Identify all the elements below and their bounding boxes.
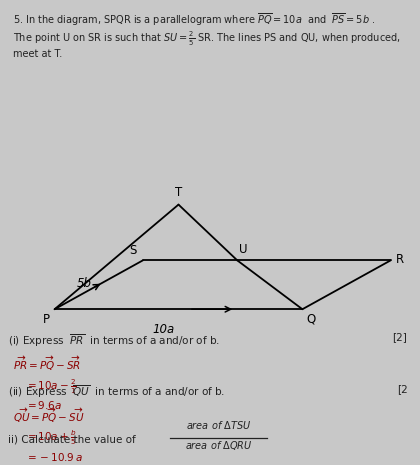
Text: 5. In the diagram, SPQR is a parallelogram where $\overline{PQ} = 10a$  and  $\o: 5. In the diagram, SPQR is a parallelogr… <box>13 12 375 28</box>
Text: meet at T.: meet at T. <box>13 49 62 59</box>
Text: $= 10a + \frac{b}{5}$: $= 10a + \frac{b}{5}$ <box>25 428 77 447</box>
Text: 5b: 5b <box>76 277 92 290</box>
Text: area of $\Delta QRU$: area of $\Delta QRU$ <box>184 439 252 452</box>
Text: 10a: 10a <box>153 323 175 336</box>
Text: S: S <box>129 244 136 257</box>
Text: (i) Express  $\overline{PR}$  in terms of a and/or of b.: (i) Express $\overline{PR}$ in terms of … <box>8 332 220 349</box>
Text: [2]: [2] <box>393 332 407 343</box>
Text: R: R <box>396 252 404 266</box>
Text: $= 10a - \frac{2}{1}$: $= 10a - \frac{2}{1}$ <box>25 377 77 396</box>
Text: U: U <box>239 243 248 256</box>
Text: $= -10.9\,a$: $= -10.9\,a$ <box>25 451 83 463</box>
Text: area of $\Delta TSU$: area of $\Delta TSU$ <box>186 419 251 431</box>
Text: $\overrightarrow{QU} = \overrightarrow{PQ} - \overrightarrow{SU}$: $\overrightarrow{QU} = \overrightarrow{P… <box>13 406 84 425</box>
Text: $= 9.6a$: $= 9.6a$ <box>25 399 62 412</box>
Text: [2: [2 <box>396 384 407 394</box>
Text: T: T <box>175 186 182 199</box>
Text: P: P <box>42 313 50 326</box>
Text: ii) Calculate the value of: ii) Calculate the value of <box>8 435 136 445</box>
Text: The point U on SR is such that $SU = \frac{2}{5}$ SR. The lines PS and QU, when : The point U on SR is such that $SU = \fr… <box>13 30 400 48</box>
Text: (ii) Express  $\overline{QU}$  in terms of a and/or of b.: (ii) Express $\overline{QU}$ in terms of… <box>8 384 226 400</box>
Text: Q: Q <box>307 312 316 325</box>
Text: $\overrightarrow{PR} = \overrightarrow{PQ} - \overrightarrow{SR}$: $\overrightarrow{PR} = \overrightarrow{P… <box>13 355 81 373</box>
